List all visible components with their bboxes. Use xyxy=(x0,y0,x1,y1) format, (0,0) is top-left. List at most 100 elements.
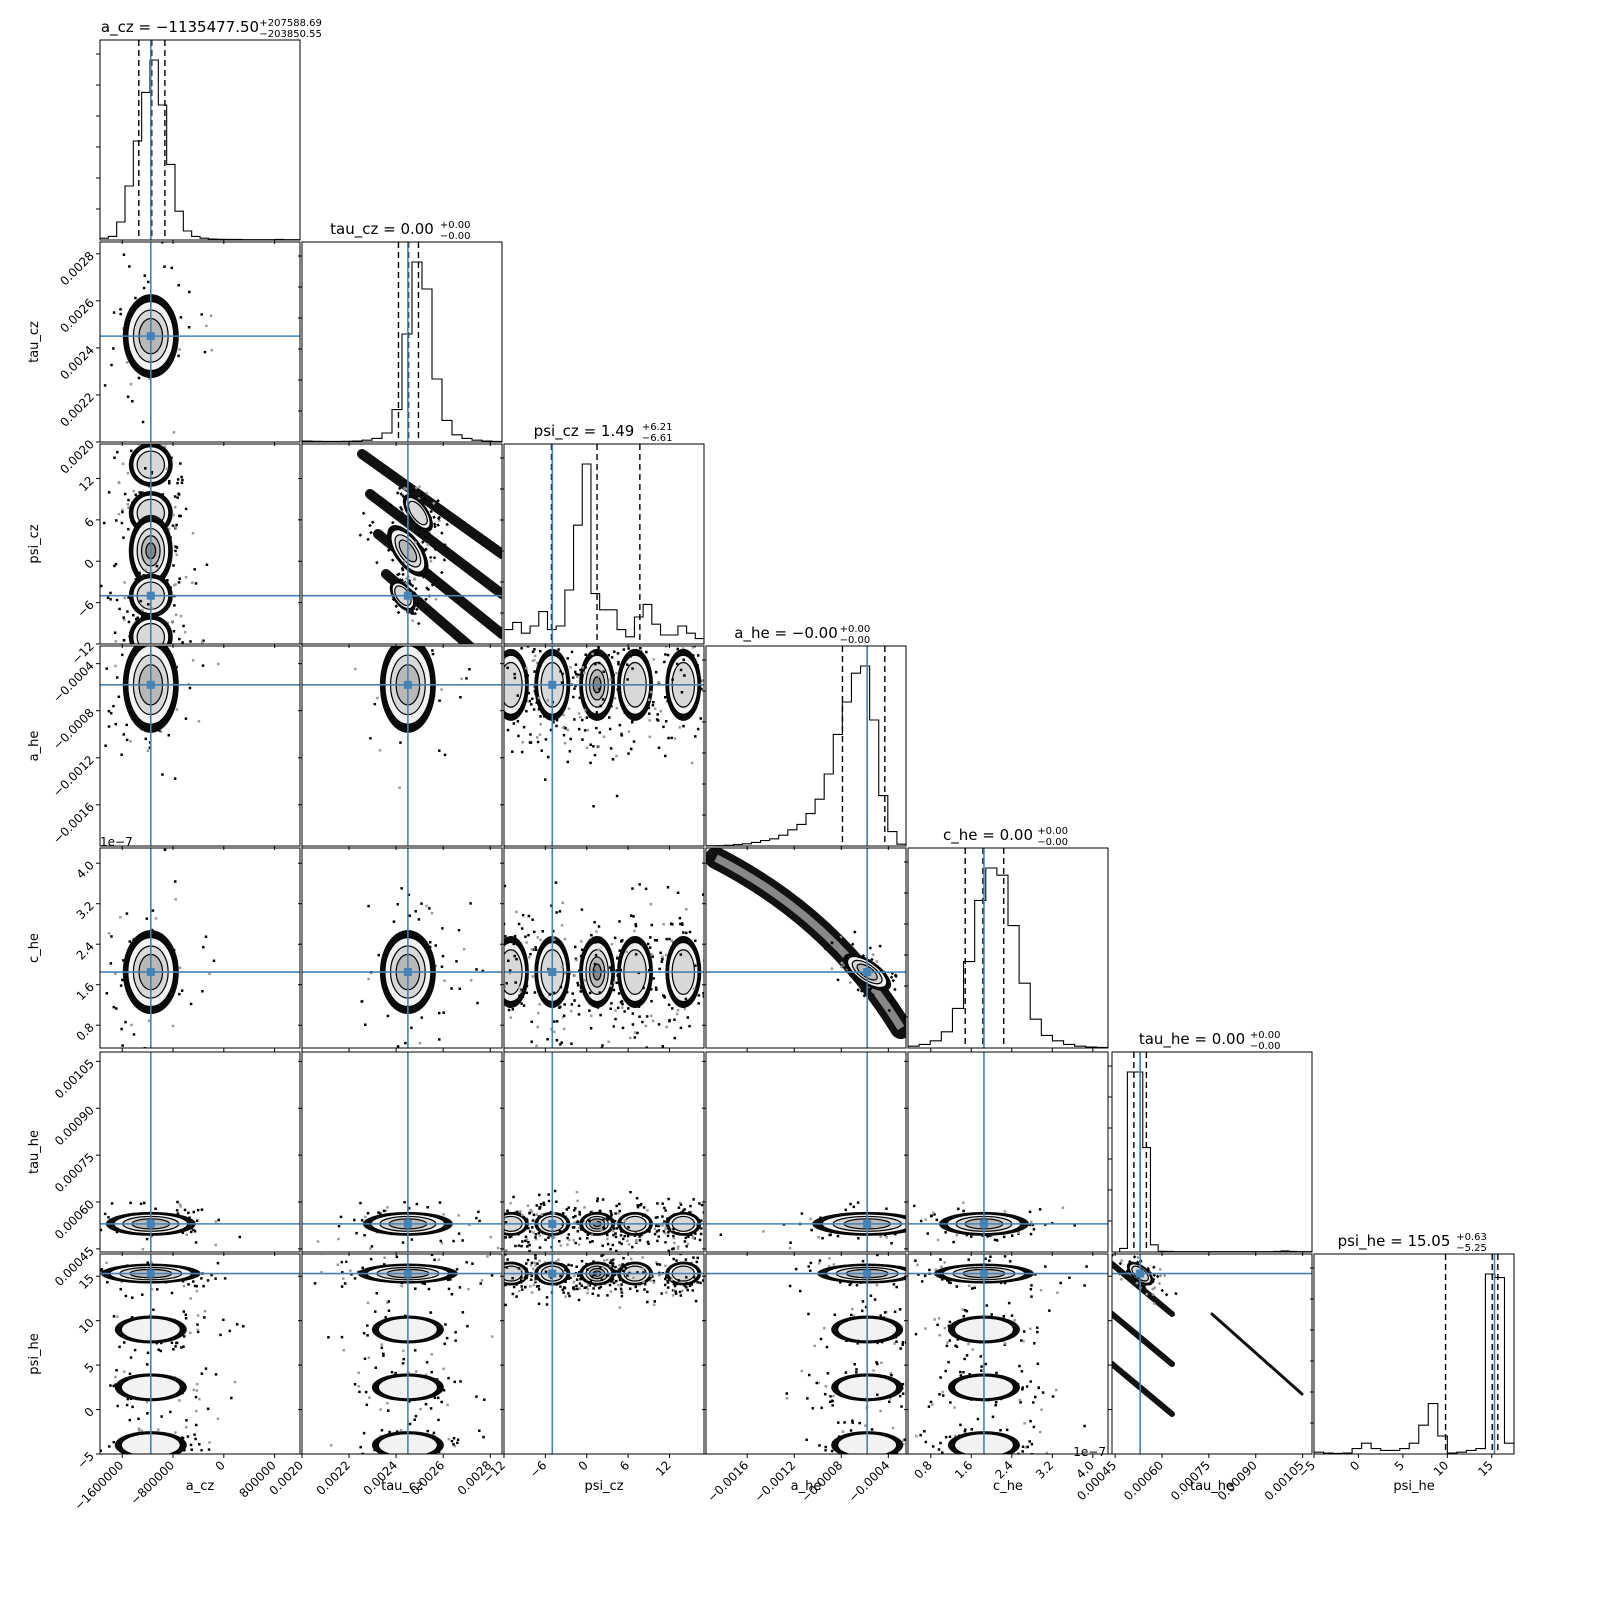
xtick-label-a_he-0: −0.0016 xyxy=(705,1458,752,1505)
ytick-label-psi_cz-4: 12 xyxy=(76,474,97,495)
ytick-label-psi_he-4: 15 xyxy=(76,1271,97,1292)
panel-psi_he-vs-tau_he: 0.00045 0.00060 0.00075 0.00090 0.00105 xyxy=(1074,1253,1313,1503)
xtick-label-tau_he-1: 0.00060 xyxy=(1121,1458,1166,1503)
frame-tau_he-vs-tau_cz xyxy=(301,1051,503,1253)
xtick-label-psi_cz-2: 0 xyxy=(576,1458,591,1473)
ytick-label-psi_cz-1: −6 xyxy=(75,598,97,620)
ylabel-a_he: a_he xyxy=(27,731,42,762)
frame-tau_he-vs-tau_he xyxy=(1111,1051,1313,1253)
truth-marker-psi_he-vs-c_he xyxy=(979,1269,988,1278)
xlabel-psi_cz: psi_cz xyxy=(584,1479,623,1494)
ylabel-tau_cz: tau_cz xyxy=(27,321,42,363)
density-tau_cz-vs-a_cz xyxy=(103,242,214,434)
truth-marker-psi_cz-vs-a_cz xyxy=(146,591,155,600)
title-sup-tau_he: +0.00 xyxy=(1250,1030,1281,1041)
ytick-label-tau_he-1: 0.00060 xyxy=(52,1197,97,1242)
xtick-label-psi_he-1: 0 xyxy=(1347,1458,1362,1473)
xlabel-a_he: a_he xyxy=(791,1479,822,1494)
panel-c_he-vs-tau_cz xyxy=(298,847,503,1052)
xlabel-psi_he: psi_he xyxy=(1393,1479,1434,1494)
frame-c_he-vs-psi_cz xyxy=(503,847,705,1049)
xtick-label-psi_he-3: 10 xyxy=(1431,1458,1452,1479)
panel-tau_he-vs-tau_cz xyxy=(298,1051,503,1256)
truth-marker-tau_he-vs-a_he xyxy=(863,1219,872,1228)
histogram-tau_cz xyxy=(302,261,502,442)
frame-c_he-vs-a_cz xyxy=(99,847,301,1049)
xlabel-tau_cz: tau_cz xyxy=(381,1479,423,1494)
title-sup-c_he: +0.00 xyxy=(1037,826,1068,837)
xtick-label-tau_cz-1: 0.0022 xyxy=(314,1458,354,1498)
xlabel-c_he: c_he xyxy=(993,1479,1023,1494)
truth-marker-psi_he-vs-tau_he xyxy=(1136,1269,1145,1278)
ytick-label-a_he-1: −0.0012 xyxy=(50,753,97,800)
title-sup-tau_cz: +0.00 xyxy=(440,220,471,231)
title-sub-psi_he: −5.25 xyxy=(1456,1243,1487,1254)
frame-tau_he-vs-a_he xyxy=(705,1051,907,1253)
panel-psi_cz-vs-tau_cz xyxy=(298,443,503,648)
panel-c_he-vs-a_he xyxy=(702,847,907,1052)
title-c_he: c_he = 0.00 xyxy=(943,826,1033,845)
frame-psi_he-vs-tau_he xyxy=(1111,1253,1313,1455)
panel-a_he-vs-a_cz: −0.0016−0.0012−0.0008−0.0004 xyxy=(50,645,301,850)
frame-a_cz-vs-a_cz xyxy=(99,39,301,241)
truth-marker-c_he-vs-psi_cz xyxy=(548,968,557,977)
panel-tau_he-vs-psi_cz xyxy=(500,1051,705,1256)
ytick-label-psi_cz-3: 6 xyxy=(82,515,97,530)
truth-marker-c_he-vs-tau_cz xyxy=(403,968,412,977)
density-psi_he-vs-tau_cz xyxy=(313,1254,494,1454)
histogram-c_he xyxy=(908,867,1108,1048)
ylabel-psi_cz: psi_cz xyxy=(27,524,42,563)
ytick-label-tau_cz-4: 0.0028 xyxy=(57,249,97,289)
title-sub-a_cz: −203850.55 xyxy=(259,29,321,40)
density-c_he-vs-tau_cz xyxy=(360,887,485,1048)
panel-a_cz-vs-a_cz: a_cz = −1135477.50 +207588.69−203850.55 xyxy=(96,18,322,244)
frame-tau_he-vs-c_he xyxy=(907,1051,1109,1253)
truth-marker-psi_cz-vs-tau_cz xyxy=(403,591,412,600)
density-c_he-vs-a_cz xyxy=(105,848,216,1048)
panel-psi_he-vs-tau_cz: 0.0020 0.0022 0.0024 0.0026 0.0028 xyxy=(267,1253,503,1498)
truth-marker-psi_he-vs-a_he xyxy=(863,1269,872,1278)
truth-marker-tau_he-vs-tau_cz xyxy=(403,1219,412,1228)
title-sub-psi_cz: −6.61 xyxy=(642,433,673,444)
frame-psi_cz-vs-psi_cz xyxy=(503,443,705,645)
ytick-label-tau_he-3: 0.00090 xyxy=(52,1103,97,1148)
title-sup-psi_he: +0.63 xyxy=(1456,1232,1487,1243)
density-tau_he-vs-a_he xyxy=(719,1201,906,1250)
density-psi_he-vs-a_cz xyxy=(100,1261,245,1454)
frame-c_he-vs-c_he xyxy=(907,847,1109,1049)
title-a_cz: a_cz = −1135477.50 xyxy=(101,18,259,37)
xlabel-tau_he: tau_he xyxy=(1190,1479,1234,1494)
panel-tau_cz-vs-a_cz: 0.0020 0.0022 0.0024 0.0026 0.0028 xyxy=(57,241,301,477)
ytick-label-psi_cz-2: 0 xyxy=(82,556,97,571)
truth-marker-tau_he-vs-a_cz xyxy=(146,1219,155,1228)
frame-psi_he-vs-psi_he xyxy=(1313,1253,1515,1455)
density-psi_he-vs-tau_he xyxy=(1112,1254,1304,1417)
frame-tau_he-vs-a_cz xyxy=(99,1051,301,1253)
truth-marker-a_he-vs-psi_cz xyxy=(548,680,557,689)
title-sub-a_he: −0.00 xyxy=(840,635,871,646)
frame-psi_he-vs-tau_cz xyxy=(301,1253,503,1455)
truth-marker-psi_he-vs-psi_cz xyxy=(548,1269,557,1278)
density-tau_he-vs-a_cz xyxy=(100,1200,241,1251)
xtick-label-a_cz-2: 0 xyxy=(213,1458,228,1473)
ytick-label-tau_cz-1: 0.0022 xyxy=(57,390,97,430)
frame-a_he-vs-tau_cz xyxy=(301,645,503,847)
xtick-label-psi_cz-4: 12 xyxy=(653,1458,674,1479)
truth-marker-psi_he-vs-a_cz xyxy=(146,1269,155,1278)
ytick-label-tau_cz-0: 0.0020 xyxy=(57,437,97,477)
frame-tau_cz-vs-a_cz xyxy=(99,241,301,443)
truth-marker-tau_cz-vs-a_cz xyxy=(146,332,155,341)
panel-a_he-vs-tau_cz xyxy=(298,645,503,850)
panel-tau_he-vs-c_he xyxy=(904,1051,1109,1256)
xtick-label-psi_he-4: 15 xyxy=(1475,1458,1496,1479)
xlabel-a_cz: a_cz xyxy=(186,1479,215,1494)
ytick-label-c_he-4: 4.0 xyxy=(74,858,97,881)
panel-a_he-vs-psi_cz xyxy=(500,645,705,850)
panel-tau_cz-vs-tau_cz: tau_cz = 0.00 +0.00−0.00 xyxy=(298,220,503,446)
truth-marker-a_he-vs-a_cz xyxy=(146,680,155,689)
frame-tau_cz-vs-tau_cz xyxy=(301,241,503,443)
panel-c_he-vs-c_he: c_he = 0.00 +0.00−0.00 xyxy=(904,826,1109,1052)
ytick-label-tau_cz-3: 0.0026 xyxy=(57,296,97,336)
xtick-label-c_he-1: 1.6 xyxy=(952,1458,975,1481)
